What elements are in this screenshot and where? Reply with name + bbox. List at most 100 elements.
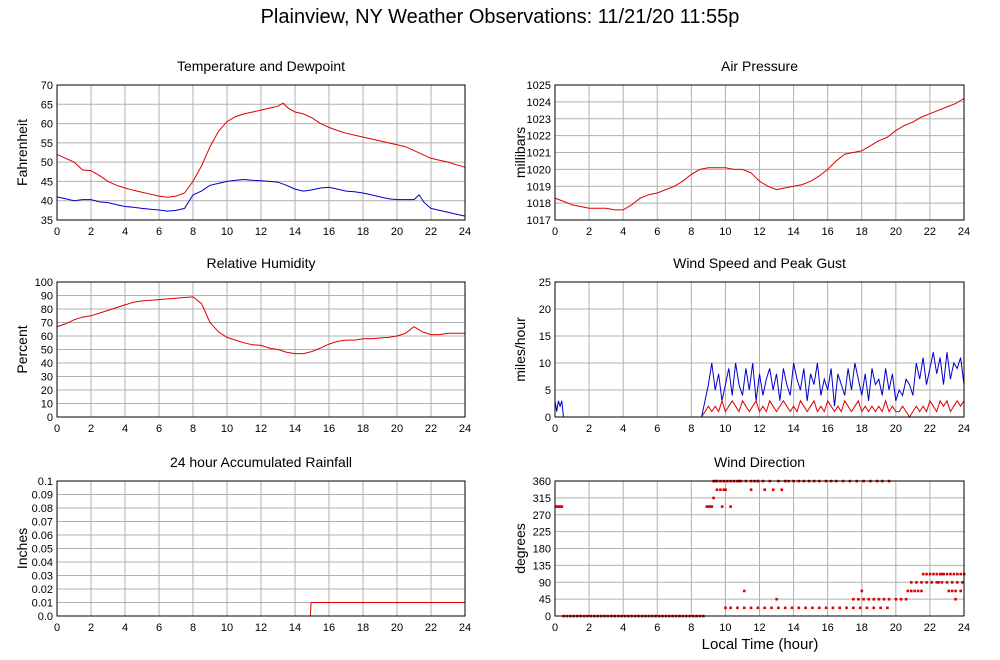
x-tick-label: 18 [357, 423, 369, 435]
x-tick-label: 0 [54, 622, 60, 634]
y-tick-label: 0.1 [38, 476, 53, 488]
x-tick-label: 20 [890, 423, 902, 435]
y-tick-label: 50 [41, 345, 53, 357]
x-tick-label: 2 [586, 226, 592, 238]
rain-title: 24 hour Accumulated Rainfall [170, 454, 352, 470]
direction-point [865, 606, 869, 610]
x-tick-label: 22 [425, 226, 437, 238]
x-tick-label: 6 [156, 622, 162, 634]
rain-chart: 24 hour Accumulated RainfallInches0.00.0… [14, 454, 471, 634]
x-tick-label: 14 [289, 226, 301, 238]
direction-point [925, 581, 928, 584]
direction-point [955, 572, 959, 576]
y-tick-label: 0.09 [32, 490, 53, 502]
direction-point [950, 581, 954, 584]
y-tick-label: 0 [545, 611, 551, 623]
x-tick-label: 6 [156, 423, 162, 435]
direction-chart: Wind Directiondegrees0459013518022527031… [512, 454, 970, 634]
y-tick-label: 20 [539, 304, 551, 316]
x-tick-label: 22 [425, 423, 437, 435]
y-tick-label: 1017 [527, 215, 551, 227]
direction-point [720, 505, 724, 508]
x-tick-label: 16 [323, 423, 335, 435]
direction-point [857, 597, 860, 601]
y-tick-label: 100 [35, 277, 53, 289]
y-tick-label: 0.07 [32, 517, 53, 529]
x-tick-label: 0 [552, 423, 558, 435]
direction-point [935, 572, 939, 576]
x-tick-label: 22 [924, 423, 936, 435]
x-tick-label: 12 [753, 226, 765, 238]
x-tick-label: 14 [289, 423, 301, 435]
x-tick-label: 12 [255, 226, 267, 238]
x-tick-label: 24 [459, 423, 471, 435]
pressure-series-0 [554, 98, 965, 211]
x-tick-label: 24 [958, 226, 970, 238]
x-tick-label: 2 [88, 226, 94, 238]
direction-point [952, 572, 956, 576]
y-tick-label: 1024 [527, 97, 551, 109]
temp-series-0 [56, 102, 466, 198]
y-tick-label: 1019 [527, 181, 551, 193]
direction-point [555, 505, 559, 508]
direction-point [930, 581, 934, 584]
direction-point [858, 606, 862, 610]
x-tick-label: 18 [357, 226, 369, 238]
x-tick-label: 8 [688, 622, 694, 634]
x-axis-label: Local Time (hour) [701, 636, 819, 653]
x-tick-label: 14 [289, 622, 301, 634]
direction-point [945, 581, 949, 584]
direction-point [724, 606, 727, 610]
temp-title: Temperature and Dewpoint [177, 58, 345, 74]
direction-point [722, 488, 726, 492]
y-tick-label: 65 [41, 99, 53, 111]
y-tick-label: 1025 [527, 80, 551, 92]
direction-point [899, 597, 903, 601]
x-tick-label: 4 [122, 423, 128, 435]
x-tick-label: 22 [924, 226, 936, 238]
direction-point [729, 505, 732, 508]
pressure-title: Air Pressure [721, 58, 798, 74]
x-tick-label: 4 [122, 226, 128, 238]
direction-point [777, 606, 780, 610]
direction-point [877, 597, 881, 601]
wind-series-0 [554, 352, 965, 418]
y-tick-label: 0.05 [32, 544, 53, 556]
temp-chart: Temperature and DewpointFahrenheit354045… [14, 58, 471, 238]
direction-point [710, 505, 714, 508]
direction-point [940, 572, 944, 576]
y-tick-label: 315 [533, 493, 551, 505]
x-tick-label: 18 [357, 622, 369, 634]
x-tick-label: 20 [391, 226, 403, 238]
x-tick-label: 8 [688, 423, 694, 435]
x-tick-label: 16 [822, 622, 834, 634]
temp-frame [56, 84, 466, 221]
y-tick-label: 225 [533, 527, 551, 539]
direction-point [790, 606, 794, 610]
x-tick-label: 20 [391, 423, 403, 435]
direction-point [804, 606, 807, 610]
y-tick-label: 0.0 [38, 611, 53, 623]
x-tick-label: 4 [122, 622, 128, 634]
direction-point [947, 589, 951, 593]
direction-point [705, 505, 709, 508]
x-tick-label: 8 [688, 226, 694, 238]
x-tick-label: 2 [88, 423, 94, 435]
y-tick-label: 45 [539, 594, 551, 606]
direction-point [824, 606, 828, 610]
x-tick-label: 14 [787, 622, 799, 634]
x-tick-label: 20 [391, 622, 403, 634]
y-tick-label: 20 [41, 385, 53, 397]
x-tick-label: 12 [753, 622, 765, 634]
y-tick-label: 15 [539, 331, 551, 343]
y-tick-label: 60 [41, 331, 53, 343]
direction-point [920, 581, 923, 584]
direction-point [742, 606, 746, 610]
direction-point [961, 581, 964, 584]
x-tick-label: 10 [719, 226, 731, 238]
x-tick-label: 0 [54, 423, 60, 435]
x-tick-label: 10 [221, 226, 233, 238]
y-tick-label: 0.03 [32, 571, 53, 583]
y-tick-label: 0.01 [32, 598, 53, 610]
y-tick-label: 10 [539, 358, 551, 370]
